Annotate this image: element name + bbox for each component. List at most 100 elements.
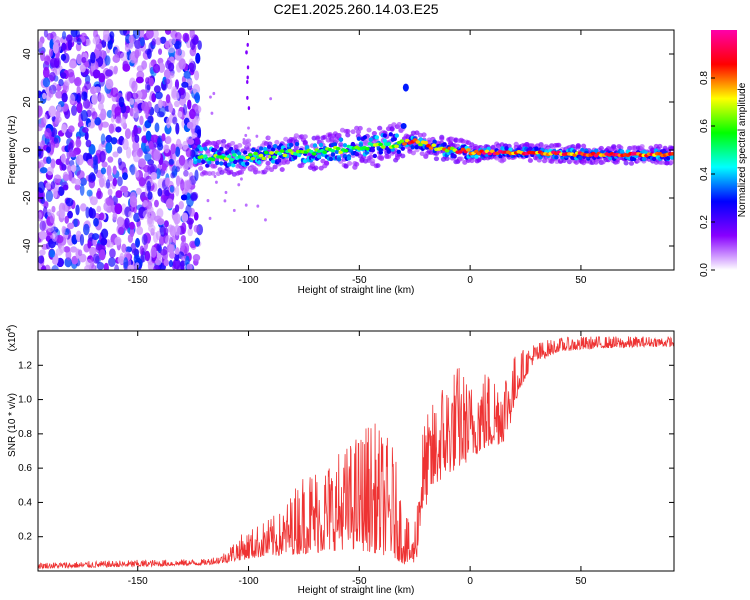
spectrogram-cell bbox=[224, 166, 230, 172]
spectrogram-cell bbox=[74, 184, 81, 191]
spectrogram-cell bbox=[194, 115, 201, 122]
spectrogram-cell bbox=[193, 211, 199, 221]
spectrogram-cell bbox=[61, 92, 68, 103]
spectrogram-cell bbox=[318, 142, 324, 148]
spectrogram-cell bbox=[194, 70, 200, 81]
spectrogram-cell bbox=[209, 95, 212, 99]
y-tick-label: -20 bbox=[22, 190, 33, 205]
spectrogram-cell bbox=[147, 115, 154, 124]
spectrogram-cell bbox=[77, 249, 83, 257]
y-tick-label: 20 bbox=[22, 96, 33, 108]
y-tick-label: 0.2 bbox=[18, 532, 32, 543]
spectrogram-cell bbox=[99, 150, 106, 163]
spectrogram-cell bbox=[370, 147, 376, 153]
spectrogram-cell bbox=[181, 81, 189, 88]
spectrogram-cell bbox=[580, 143, 587, 149]
spectrogram-cell bbox=[54, 117, 60, 125]
spectrogram-cell bbox=[47, 225, 54, 233]
spectrogram-cell bbox=[244, 144, 248, 148]
spectrogram-cell bbox=[85, 206, 90, 219]
spectrogram-cell bbox=[135, 187, 142, 195]
spectrogram-cell bbox=[165, 234, 173, 246]
spectrogram-cell bbox=[68, 149, 73, 158]
spectrogram-cell bbox=[50, 158, 56, 169]
spectrogram-cell bbox=[100, 108, 107, 121]
spectrogram-cell bbox=[192, 253, 201, 262]
spectrogram-cell bbox=[92, 253, 100, 264]
spectrogram-cell bbox=[213, 174, 217, 179]
spectrogram-cell bbox=[145, 130, 152, 142]
spectrogram-cell bbox=[246, 79, 249, 84]
spectrogram-cell bbox=[68, 60, 77, 69]
spectrogram-cell bbox=[85, 258, 93, 268]
spectrogram-cell bbox=[113, 67, 118, 75]
spectrogram-cell bbox=[76, 37, 82, 46]
spectrogram-cell bbox=[39, 249, 46, 256]
spectrogram-cell bbox=[164, 144, 170, 154]
spectrogram-cell bbox=[237, 183, 241, 187]
spectrogram-cell bbox=[38, 211, 42, 220]
spectrogram-cell bbox=[150, 246, 157, 258]
spectrogram-cell bbox=[194, 92, 201, 104]
spectrogram-cell bbox=[247, 106, 251, 111]
spectrogram-cell bbox=[155, 230, 161, 241]
spectrogram-cell bbox=[194, 105, 202, 114]
spectrogram-cell bbox=[114, 264, 120, 270]
spectrogram-cell bbox=[186, 121, 194, 129]
spectrogram-cell bbox=[117, 157, 122, 166]
spectrogram-cell bbox=[182, 140, 189, 151]
spectrogram-cell bbox=[139, 245, 145, 256]
spectrogram-cell bbox=[153, 264, 161, 270]
spectrogram-cell bbox=[103, 262, 109, 270]
spectrogram-cell bbox=[144, 250, 151, 262]
spectrogram-cell bbox=[178, 143, 183, 150]
spectrogram-cell bbox=[63, 174, 70, 182]
spectrogram-cell bbox=[122, 63, 131, 72]
spectrogram-cell bbox=[56, 103, 62, 112]
spectrogram-cell bbox=[71, 105, 78, 116]
y-tick-label: -40 bbox=[22, 238, 33, 253]
spectrogram-cell bbox=[335, 146, 341, 151]
spectrogram-cell bbox=[96, 205, 102, 213]
spectrogram-cell bbox=[364, 146, 370, 151]
spectrogram-cell bbox=[665, 155, 671, 161]
spectrogram-cell bbox=[67, 39, 73, 51]
spectrogram-cell bbox=[490, 144, 496, 150]
spectrogram-cell bbox=[76, 94, 81, 103]
spectrogram-cell bbox=[145, 30, 154, 39]
spectrogram-cell bbox=[89, 246, 97, 257]
spectrogram-cell bbox=[267, 135, 271, 140]
spectrogram-cell bbox=[79, 64, 86, 73]
spectrogram-cell bbox=[156, 243, 162, 252]
spectrogram-cell bbox=[132, 107, 139, 119]
spectrogram-cell bbox=[44, 127, 52, 139]
spectrogram-cell bbox=[107, 188, 113, 196]
spectrogram-cell bbox=[61, 42, 67, 51]
spectrogram-cell bbox=[152, 63, 161, 74]
spectrogram-cell bbox=[69, 246, 78, 253]
spectrogram-cell bbox=[180, 241, 186, 251]
spectrogram-cell bbox=[134, 134, 140, 144]
spectrogram-cell bbox=[92, 69, 101, 79]
spectrogram-cell bbox=[131, 248, 140, 256]
spectrogram-cell bbox=[245, 50, 248, 55]
spectrogram-cell bbox=[84, 131, 89, 141]
spectrogram-cell bbox=[124, 217, 130, 229]
spectrogram-cell bbox=[75, 204, 80, 216]
spectrogram-cell bbox=[346, 161, 353, 166]
spectrogram-cell bbox=[122, 172, 128, 180]
spectrogram-cell bbox=[151, 93, 157, 103]
spectrogram-cell bbox=[60, 53, 67, 61]
spectrogram-cell bbox=[474, 154, 479, 159]
spectrogram-cell bbox=[316, 154, 322, 159]
spectrogram-cell bbox=[165, 135, 172, 145]
spectrogram-cell bbox=[203, 146, 208, 151]
colorbar-label: Normalized spectral amplitude bbox=[737, 82, 748, 217]
spectrogram-cell bbox=[174, 204, 180, 213]
spectrogram-cell bbox=[669, 155, 674, 160]
spectrogram-cell bbox=[322, 150, 328, 155]
spectrogram-cell bbox=[53, 186, 58, 199]
spectrogram-cell bbox=[448, 149, 453, 154]
spectrogram-cell bbox=[246, 42, 249, 47]
y-tick-label: 0.6 bbox=[18, 463, 32, 474]
